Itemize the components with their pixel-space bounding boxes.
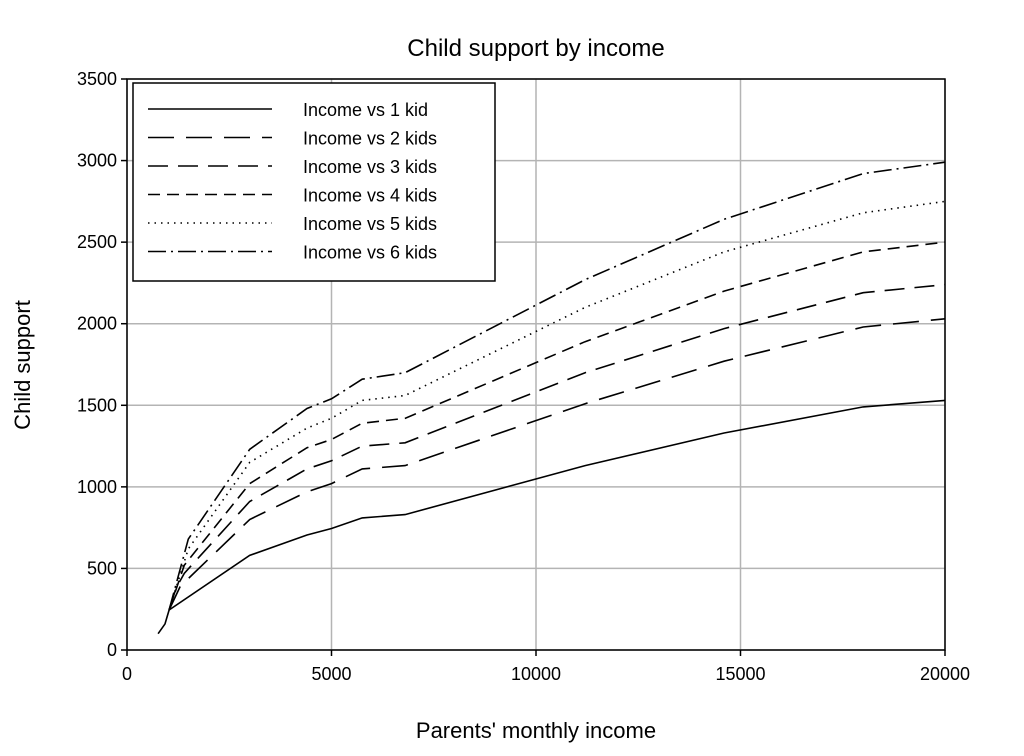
- y-tick-label: 1000: [77, 477, 117, 497]
- y-tick-label: 1500: [77, 395, 117, 415]
- series-line-3: [168, 283, 946, 611]
- legend-label: Income vs 1 kid: [303, 100, 428, 120]
- legend-box: [132, 82, 496, 282]
- y-tick-label: 500: [87, 558, 117, 578]
- legend-label: Income vs 5 kids: [303, 214, 437, 234]
- y-tick-label: 0: [107, 640, 117, 660]
- x-tick-label: 20000: [920, 664, 970, 684]
- plot-frame: [126, 78, 946, 651]
- x-tick-label: 5000: [311, 664, 351, 684]
- y-tick-label: 2000: [77, 314, 117, 334]
- x-tick-label: 15000: [715, 664, 765, 684]
- chart-title: Child support by income: [407, 35, 664, 62]
- y-axis-label: Child support: [10, 300, 35, 430]
- legend-label: Income vs 2 kids: [303, 129, 437, 149]
- x-axis-label: Parents' monthly income: [416, 718, 656, 743]
- legend-label: Income vs 4 kids: [303, 186, 437, 206]
- x-tick-label: 10000: [511, 664, 561, 684]
- legend-label: Income vs 6 kids: [303, 243, 437, 263]
- series-line-1: [157, 399, 946, 635]
- y-tick-label: 3500: [77, 69, 117, 89]
- series-line-6: [168, 161, 946, 611]
- y-tick-label: 2500: [77, 232, 117, 252]
- legend: Income vs 1 kid Income vs 2 kids Income vs…: [132, 82, 496, 282]
- x-tick-label: 0: [122, 664, 132, 684]
- series-line-2: [168, 318, 946, 611]
- series-line-4: [168, 241, 946, 611]
- legend-label: Income vs 3 kids: [303, 157, 437, 177]
- y-tick-label: 3000: [77, 151, 117, 171]
